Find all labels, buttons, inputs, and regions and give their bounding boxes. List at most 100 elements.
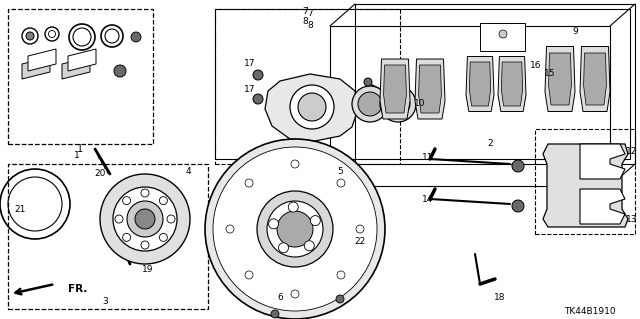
Circle shape <box>245 271 253 279</box>
Text: 10: 10 <box>414 100 426 108</box>
Circle shape <box>277 211 313 247</box>
Circle shape <box>253 94 263 104</box>
Text: 4: 4 <box>185 167 191 176</box>
Polygon shape <box>68 49 96 71</box>
Circle shape <box>380 86 416 122</box>
Circle shape <box>26 32 34 40</box>
Circle shape <box>213 147 377 311</box>
Text: 7: 7 <box>302 8 308 17</box>
Circle shape <box>512 160 524 172</box>
Circle shape <box>304 241 314 251</box>
Text: 22: 22 <box>355 236 365 246</box>
Circle shape <box>291 290 299 298</box>
Text: 15: 15 <box>544 70 556 78</box>
Circle shape <box>141 189 149 197</box>
Circle shape <box>271 310 279 318</box>
Circle shape <box>253 70 263 80</box>
Polygon shape <box>580 47 610 112</box>
Polygon shape <box>501 62 523 106</box>
Polygon shape <box>419 65 442 113</box>
Text: 6: 6 <box>277 293 283 301</box>
Text: 11: 11 <box>422 152 434 161</box>
Text: 17: 17 <box>244 60 256 69</box>
Circle shape <box>337 271 345 279</box>
Circle shape <box>49 31 56 38</box>
Circle shape <box>115 215 123 223</box>
Circle shape <box>159 197 168 204</box>
Text: 8: 8 <box>302 18 308 26</box>
Circle shape <box>113 187 177 251</box>
Polygon shape <box>22 57 50 79</box>
Bar <box>8 9 153 144</box>
Polygon shape <box>580 144 625 179</box>
Text: 19: 19 <box>142 264 154 273</box>
Circle shape <box>356 225 364 233</box>
Polygon shape <box>584 53 607 105</box>
Polygon shape <box>469 62 491 106</box>
Bar <box>8 164 208 309</box>
Text: 17: 17 <box>244 85 256 93</box>
Text: 2: 2 <box>487 139 493 149</box>
Circle shape <box>245 179 253 187</box>
Text: 1: 1 <box>77 144 83 154</box>
Circle shape <box>288 202 298 212</box>
Circle shape <box>123 234 131 241</box>
Polygon shape <box>498 56 526 112</box>
Circle shape <box>131 32 141 42</box>
Text: 8: 8 <box>307 21 313 31</box>
Circle shape <box>499 30 507 38</box>
Polygon shape <box>543 144 628 227</box>
Circle shape <box>267 201 323 257</box>
Circle shape <box>269 219 278 229</box>
Circle shape <box>298 93 326 121</box>
Polygon shape <box>28 49 56 71</box>
Polygon shape <box>548 53 572 105</box>
Circle shape <box>358 92 382 116</box>
Polygon shape <box>466 56 494 112</box>
Circle shape <box>310 216 321 226</box>
Text: 1: 1 <box>74 152 80 160</box>
Text: FR.: FR. <box>68 284 88 294</box>
Circle shape <box>159 234 168 241</box>
Polygon shape <box>545 47 575 112</box>
Polygon shape <box>265 74 358 141</box>
Circle shape <box>291 160 299 168</box>
Circle shape <box>226 225 234 233</box>
Circle shape <box>123 197 131 204</box>
Circle shape <box>337 179 345 187</box>
Polygon shape <box>383 65 406 113</box>
Circle shape <box>336 295 344 303</box>
Polygon shape <box>415 59 445 119</box>
Text: 5: 5 <box>337 167 343 175</box>
Text: 9: 9 <box>572 26 578 35</box>
Polygon shape <box>380 59 410 119</box>
Circle shape <box>512 200 524 212</box>
Circle shape <box>278 243 289 253</box>
Circle shape <box>167 215 175 223</box>
Text: 13: 13 <box>627 214 637 224</box>
Text: TK44B1910: TK44B1910 <box>564 307 616 315</box>
Circle shape <box>141 241 149 249</box>
Circle shape <box>290 85 334 129</box>
Circle shape <box>257 191 333 267</box>
Polygon shape <box>580 189 625 224</box>
Text: 16: 16 <box>531 62 541 70</box>
Circle shape <box>205 139 385 319</box>
Text: 12: 12 <box>627 147 637 157</box>
Text: 18: 18 <box>494 293 506 301</box>
Circle shape <box>135 209 155 229</box>
Circle shape <box>127 201 163 237</box>
Bar <box>215 9 400 164</box>
Circle shape <box>386 92 410 116</box>
Circle shape <box>364 78 372 86</box>
Text: 20: 20 <box>94 169 106 179</box>
Text: 3: 3 <box>102 296 108 306</box>
Text: 21: 21 <box>14 204 26 213</box>
Text: 14: 14 <box>422 195 434 204</box>
Circle shape <box>114 65 126 77</box>
Bar <box>480 23 525 51</box>
Circle shape <box>100 174 190 264</box>
Polygon shape <box>62 57 90 79</box>
Bar <box>535 129 635 234</box>
Text: 7: 7 <box>307 10 313 19</box>
